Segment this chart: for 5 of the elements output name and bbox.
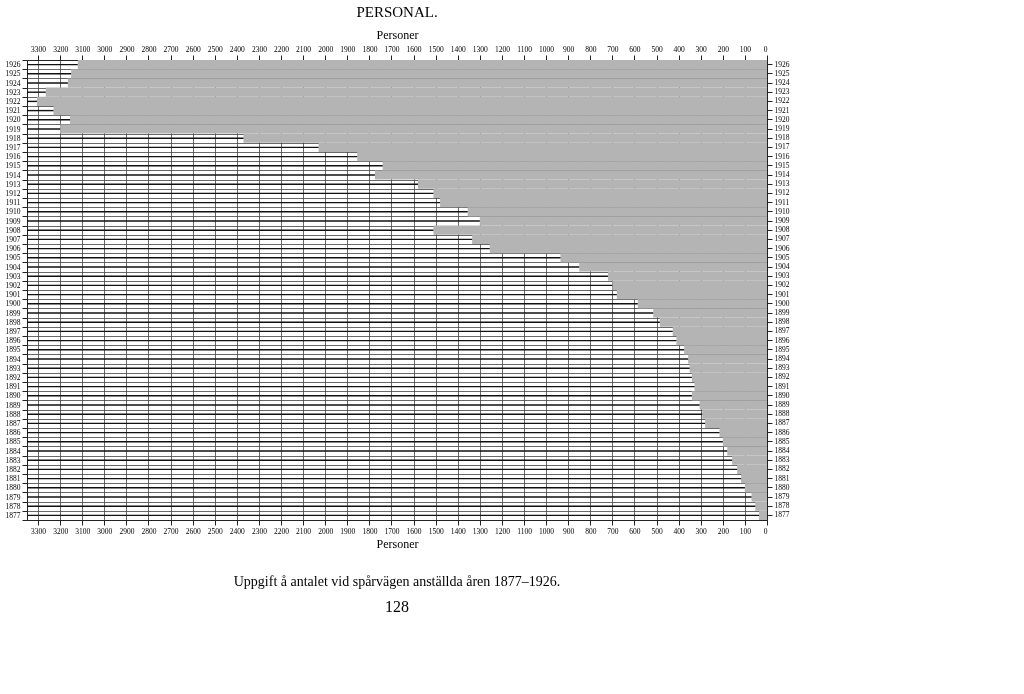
text: Uppgift å antalet vid spårvägen anställda åren 1877–1926. — [233, 574, 561, 589]
chart-title: PERSONAL. — [356, 4, 438, 20]
x-axis-title: Personer — [376, 537, 419, 551]
x2-axis-title: Personer — [376, 27, 419, 42]
text: 128 — [385, 598, 409, 615]
